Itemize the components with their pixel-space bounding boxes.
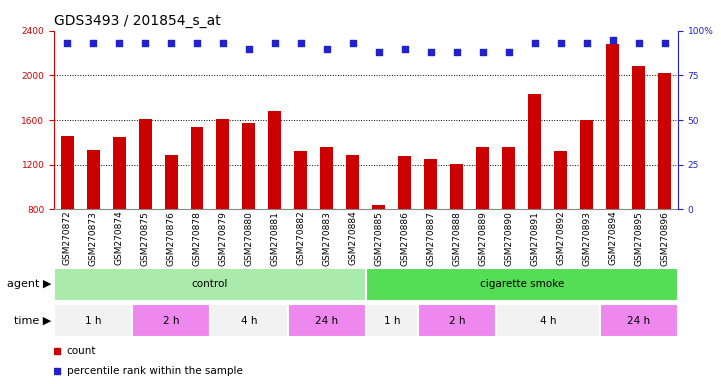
Point [451, 49, 463, 55]
Bar [418, 304, 496, 337]
Text: count: count [66, 346, 96, 356]
Text: time ▶: time ▶ [14, 316, 51, 326]
Bar [210, 304, 288, 337]
Bar [366, 304, 418, 337]
Text: 24 h: 24 h [627, 316, 650, 326]
Text: 4 h: 4 h [241, 316, 257, 326]
Point [477, 49, 489, 55]
Point [217, 40, 229, 46]
Point [139, 40, 151, 46]
Point [295, 40, 306, 46]
Bar [87, 150, 99, 209]
Bar [496, 304, 600, 337]
Point [191, 40, 203, 46]
Bar [138, 119, 151, 209]
Point [633, 40, 645, 46]
Bar [606, 44, 619, 209]
Bar [554, 151, 567, 209]
Bar [132, 304, 210, 337]
Bar [503, 147, 516, 209]
Point [87, 40, 99, 46]
Point [373, 49, 385, 55]
Bar [632, 66, 645, 209]
Point [399, 46, 411, 52]
Bar [190, 127, 203, 209]
Text: 1 h: 1 h [384, 316, 400, 326]
Text: 1 h: 1 h [85, 316, 102, 326]
Text: percentile rank within the sample: percentile rank within the sample [66, 366, 242, 376]
Text: 2 h: 2 h [163, 316, 180, 326]
Point [51, 367, 63, 374]
Text: agent ▶: agent ▶ [7, 279, 51, 289]
Bar [477, 147, 490, 209]
Bar [61, 136, 74, 209]
Bar [346, 155, 359, 209]
Point [113, 40, 125, 46]
Point [529, 40, 541, 46]
Bar [580, 120, 593, 209]
Text: 24 h: 24 h [315, 316, 338, 326]
Bar [242, 123, 255, 209]
Text: 4 h: 4 h [539, 316, 556, 326]
Bar [216, 119, 229, 209]
Point [555, 40, 567, 46]
Bar [112, 137, 125, 209]
Point [61, 40, 73, 46]
Bar [658, 73, 671, 209]
Point [659, 40, 671, 46]
Bar [54, 304, 132, 337]
Point [503, 49, 515, 55]
Point [347, 40, 358, 46]
Text: GDS3493 / 201854_s_at: GDS3493 / 201854_s_at [54, 14, 221, 28]
Text: 2 h: 2 h [448, 316, 465, 326]
Bar [54, 268, 366, 301]
Bar [399, 156, 412, 209]
Bar [268, 111, 281, 209]
Point [243, 46, 255, 52]
Bar [600, 304, 678, 337]
Point [51, 348, 63, 354]
Point [321, 46, 332, 52]
Bar [164, 155, 177, 209]
Text: control: control [192, 279, 228, 289]
Bar [425, 159, 438, 209]
Bar [451, 164, 464, 209]
Point [581, 40, 593, 46]
Point [425, 49, 437, 55]
Bar [288, 304, 366, 337]
Bar [373, 205, 386, 209]
Point [165, 40, 177, 46]
Bar [528, 94, 541, 209]
Bar [366, 268, 678, 301]
Point [269, 40, 280, 46]
Point [607, 36, 619, 43]
Text: cigarette smoke: cigarette smoke [479, 279, 564, 289]
Bar [294, 151, 307, 209]
Bar [320, 147, 333, 209]
